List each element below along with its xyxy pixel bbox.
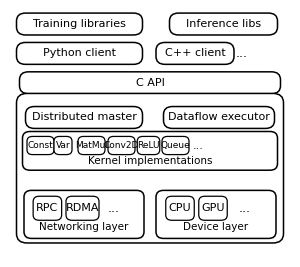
- Text: Networking layer: Networking layer: [39, 222, 129, 232]
- Text: GPU: GPU: [201, 203, 225, 213]
- FancyBboxPatch shape: [137, 136, 160, 155]
- FancyBboxPatch shape: [78, 136, 105, 155]
- Text: C API: C API: [136, 78, 164, 88]
- Text: ...: ...: [108, 202, 120, 215]
- FancyBboxPatch shape: [22, 132, 278, 170]
- FancyBboxPatch shape: [199, 196, 227, 220]
- FancyBboxPatch shape: [16, 13, 142, 35]
- FancyBboxPatch shape: [24, 190, 144, 238]
- Text: Queue: Queue: [160, 141, 190, 150]
- FancyBboxPatch shape: [156, 190, 276, 238]
- Text: Const: Const: [28, 141, 53, 150]
- Text: ReLU: ReLU: [137, 141, 160, 150]
- FancyBboxPatch shape: [108, 136, 135, 155]
- Text: RDMA: RDMA: [66, 203, 99, 213]
- Text: MatMul: MatMul: [75, 141, 108, 150]
- Text: Var: Var: [56, 141, 70, 150]
- Text: ...: ...: [193, 140, 203, 151]
- Text: Training libraries: Training libraries: [33, 19, 126, 29]
- Text: Device layer: Device layer: [183, 222, 249, 232]
- FancyBboxPatch shape: [169, 13, 278, 35]
- Text: Kernel implementations: Kernel implementations: [88, 156, 212, 166]
- Text: Python client: Python client: [43, 48, 116, 58]
- FancyBboxPatch shape: [54, 136, 72, 155]
- FancyBboxPatch shape: [27, 136, 54, 155]
- Text: Distributed master: Distributed master: [32, 112, 136, 123]
- FancyBboxPatch shape: [164, 107, 274, 128]
- FancyBboxPatch shape: [26, 107, 142, 128]
- FancyBboxPatch shape: [66, 196, 99, 220]
- FancyBboxPatch shape: [16, 93, 283, 243]
- Text: C++ client: C++ client: [165, 48, 225, 58]
- Text: Conv2D: Conv2D: [104, 141, 139, 150]
- Text: CPU: CPU: [169, 203, 191, 213]
- Text: ...: ...: [238, 202, 250, 215]
- Text: Dataflow executor: Dataflow executor: [168, 112, 270, 123]
- Text: RPC: RPC: [36, 203, 58, 213]
- FancyBboxPatch shape: [33, 196, 62, 220]
- FancyBboxPatch shape: [156, 42, 234, 64]
- FancyBboxPatch shape: [20, 72, 281, 94]
- FancyBboxPatch shape: [162, 136, 189, 155]
- Text: Inference libs: Inference libs: [186, 19, 261, 29]
- Text: ...: ...: [236, 47, 247, 60]
- FancyBboxPatch shape: [166, 196, 194, 220]
- FancyBboxPatch shape: [16, 42, 142, 64]
